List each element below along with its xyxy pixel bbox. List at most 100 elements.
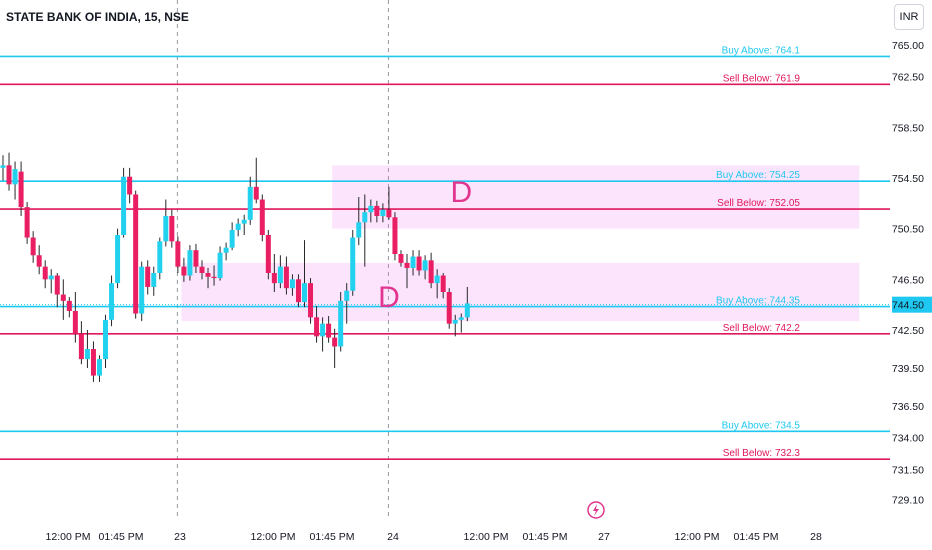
- candle-up: [464, 303, 470, 318]
- candle-up: [0, 165, 6, 168]
- candle-down: [428, 260, 434, 284]
- candle-down: [271, 273, 277, 284]
- time-tick-label: 12:00 PM: [675, 531, 720, 543]
- candle-up: [96, 359, 102, 376]
- last-price-badge: [892, 296, 932, 313]
- candle-up: [115, 235, 121, 284]
- candle-down: [6, 165, 12, 185]
- time-tick-label: 24: [387, 531, 399, 543]
- candle-up: [235, 223, 241, 230]
- candle-up: [289, 279, 295, 289]
- time-axis: 12:00 PM 01:45 PM 23 12:00 PM 01:45 PM 24 12:0…: [46, 531, 822, 543]
- candle-up: [84, 349, 90, 360]
- candle-up: [362, 212, 368, 223]
- candle-down: [24, 207, 30, 238]
- candle-down: [175, 241, 181, 267]
- candle-up: [139, 266, 145, 314]
- candle-down: [446, 292, 452, 324]
- session-separators: [176, 0, 389, 518]
- candle-up: [277, 266, 283, 284]
- candle-down: [66, 300, 72, 311]
- candle-down: [78, 333, 84, 360]
- candle-up: [241, 219, 247, 224]
- zone-box: [332, 165, 860, 229]
- candle-down: [72, 311, 78, 334]
- candle-up: [452, 319, 458, 324]
- candle-up: [217, 252, 223, 279]
- sell-level-label: Sell Below: 742.2: [723, 323, 801, 334]
- candle-down: [145, 266, 151, 287]
- candle-down: [30, 237, 36, 256]
- candle-down: [398, 254, 404, 263]
- candle-up: [422, 260, 428, 271]
- candle-up: [458, 317, 464, 320]
- buy-level-label: Buy Above: 734.5: [722, 420, 801, 431]
- price-tick-label: 729.10: [892, 495, 924, 507]
- time-tick-label: 28: [810, 531, 822, 543]
- candle-down: [253, 186, 259, 200]
- price-tick-label: 739.50: [892, 363, 924, 375]
- chart-title: STATE BANK OF INDIA, 15, NSE: [6, 10, 189, 24]
- sell-level-label: Sell Below: 752.05: [717, 198, 800, 209]
- price-tick-label: 750.50: [892, 224, 924, 236]
- candle-down: [374, 205, 380, 216]
- candle-down: [36, 255, 42, 267]
- candle-up: [356, 222, 362, 238]
- candle-down: [127, 176, 133, 195]
- buy-level-label: Buy Above: 744.35: [716, 296, 800, 307]
- time-tick-label: 12:00 PM: [46, 531, 91, 543]
- candle-down: [404, 262, 410, 268]
- candle-down: [265, 235, 271, 273]
- price-tick-label: 742.50: [892, 325, 924, 337]
- candle-down: [386, 209, 392, 218]
- candle-down: [314, 317, 320, 337]
- currency-button[interactable]: INR: [894, 4, 924, 30]
- candle-down: [193, 250, 199, 267]
- annotations: DD: [378, 176, 472, 314]
- price-tick-label: 734.00: [892, 433, 924, 445]
- pattern-label: D: [450, 176, 472, 209]
- candle-up: [344, 290, 350, 301]
- candle-up: [229, 229, 235, 248]
- time-tick-label: 01:45 PM: [99, 531, 144, 543]
- price-tick-label: 731.50: [892, 464, 924, 476]
- candle-down: [169, 216, 175, 242]
- candle-up: [163, 216, 169, 242]
- time-tick-label: 01:45 PM: [523, 531, 568, 543]
- candle-down: [90, 349, 96, 376]
- time-tick-label: 23: [174, 531, 186, 543]
- candle-up: [434, 275, 440, 284]
- candle-down: [205, 273, 211, 277]
- candle-down: [283, 266, 289, 289]
- candle-down: [326, 323, 332, 338]
- level-lines: Buy Above: 764.1 Sell Below: 761.9 Buy Abo…: [0, 45, 890, 461]
- candle-down: [181, 266, 187, 276]
- candle-down: [332, 337, 338, 347]
- price-axis-bg: [890, 0, 932, 550]
- zone-box: [181, 262, 860, 322]
- candle-down: [60, 294, 66, 301]
- candle-up: [151, 273, 157, 287]
- price-tick-label: 754.50: [892, 173, 924, 185]
- candle-up: [157, 241, 163, 273]
- lightning-icon: [593, 504, 599, 516]
- candle-up: [410, 256, 416, 268]
- price-tick-label: 762.50: [892, 72, 924, 84]
- supply-demand-zones: [181, 165, 860, 322]
- time-tick-label: 12:00 PM: [251, 531, 296, 543]
- sell-level-label: Sell Below: 761.9: [723, 73, 801, 84]
- events: [587, 501, 605, 519]
- candle-up: [103, 319, 109, 360]
- candle-up: [320, 323, 326, 337]
- candle-down: [392, 217, 398, 254]
- time-tick-label: 12:00 PM: [464, 531, 509, 543]
- price-tick-label: 746.50: [892, 274, 924, 286]
- price-tick-label: 758.50: [892, 122, 924, 134]
- price-tick-label: 736.50: [892, 401, 924, 413]
- pattern-label: D: [378, 281, 400, 314]
- candle-up: [368, 205, 374, 213]
- time-tick-label: 01:45 PM: [310, 531, 355, 543]
- candle-up: [247, 186, 253, 220]
- time-tick-label: 27: [598, 531, 610, 543]
